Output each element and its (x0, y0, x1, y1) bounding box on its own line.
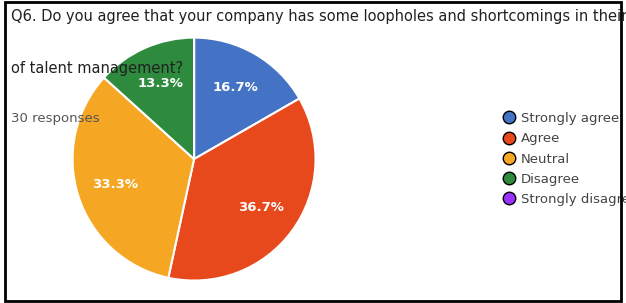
Text: 36.7%: 36.7% (238, 201, 284, 214)
Text: 33.3%: 33.3% (93, 178, 138, 191)
Wedge shape (104, 38, 194, 159)
Text: 16.7%: 16.7% (213, 81, 259, 94)
Legend: Strongly agree, Agree, Neutral, Disagree, Strongly disagree: Strongly agree, Agree, Neutral, Disagree… (506, 112, 626, 206)
Text: 30 responses: 30 responses (11, 112, 100, 125)
Text: Q6. Do you agree that your company has some loopholes and shortcomings in their : Q6. Do you agree that your company has s… (11, 9, 626, 24)
Wedge shape (168, 98, 316, 281)
Text: 13.3%: 13.3% (138, 77, 183, 90)
Wedge shape (73, 78, 194, 278)
Wedge shape (194, 38, 299, 159)
Text: of talent management?: of talent management? (11, 61, 183, 76)
